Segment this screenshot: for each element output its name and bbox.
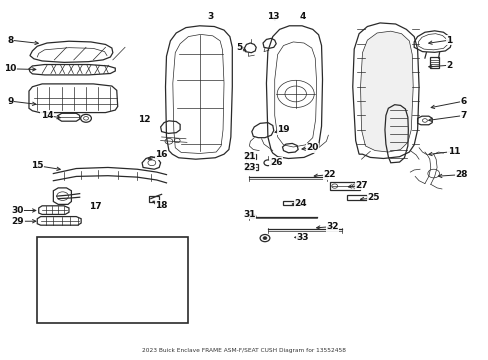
Text: 33: 33 bbox=[296, 233, 308, 242]
Bar bbox=[329, 182, 359, 190]
Text: 10: 10 bbox=[4, 64, 17, 73]
Text: 32: 32 bbox=[325, 222, 338, 231]
Text: 24: 24 bbox=[294, 199, 306, 208]
Text: 2: 2 bbox=[445, 61, 451, 70]
Bar bbox=[282, 201, 298, 205]
Text: 21: 21 bbox=[243, 152, 255, 161]
Text: 1: 1 bbox=[445, 36, 451, 45]
Text: 26: 26 bbox=[269, 158, 282, 167]
Text: 5: 5 bbox=[236, 43, 242, 52]
Text: 29: 29 bbox=[11, 217, 24, 226]
Text: 8: 8 bbox=[7, 36, 14, 45]
Text: 4: 4 bbox=[299, 12, 305, 21]
Text: 23: 23 bbox=[243, 163, 255, 172]
Text: 22: 22 bbox=[323, 170, 335, 179]
Circle shape bbox=[263, 237, 266, 239]
Text: 11: 11 bbox=[447, 147, 460, 156]
Text: 15: 15 bbox=[31, 161, 43, 170]
Text: 27: 27 bbox=[354, 181, 367, 190]
Text: 18: 18 bbox=[155, 201, 167, 210]
Text: 13: 13 bbox=[267, 12, 280, 21]
Text: 30: 30 bbox=[12, 206, 24, 215]
Text: 28: 28 bbox=[454, 170, 467, 179]
Text: 20: 20 bbox=[306, 143, 318, 152]
Text: 19: 19 bbox=[277, 125, 289, 134]
Text: 16: 16 bbox=[155, 150, 167, 159]
Text: 14: 14 bbox=[41, 111, 53, 120]
Text: 7: 7 bbox=[460, 111, 466, 120]
Text: 3: 3 bbox=[207, 12, 213, 21]
Bar bbox=[346, 195, 366, 201]
Bar bbox=[149, 196, 159, 202]
Bar bbox=[429, 57, 438, 68]
Text: 25: 25 bbox=[366, 193, 379, 202]
Text: 2023 Buick Enclave FRAME ASM-F/SEAT CUSH Diagram for 13552458: 2023 Buick Enclave FRAME ASM-F/SEAT CUSH… bbox=[142, 348, 346, 353]
Bar bbox=[37, 237, 188, 323]
Text: 17: 17 bbox=[89, 202, 102, 211]
Polygon shape bbox=[360, 31, 412, 152]
Text: 9: 9 bbox=[7, 96, 14, 105]
Text: 31: 31 bbox=[243, 210, 255, 219]
Text: 6: 6 bbox=[460, 96, 466, 105]
Text: 12: 12 bbox=[138, 114, 150, 123]
Bar bbox=[245, 163, 257, 170]
Bar bbox=[245, 154, 256, 159]
